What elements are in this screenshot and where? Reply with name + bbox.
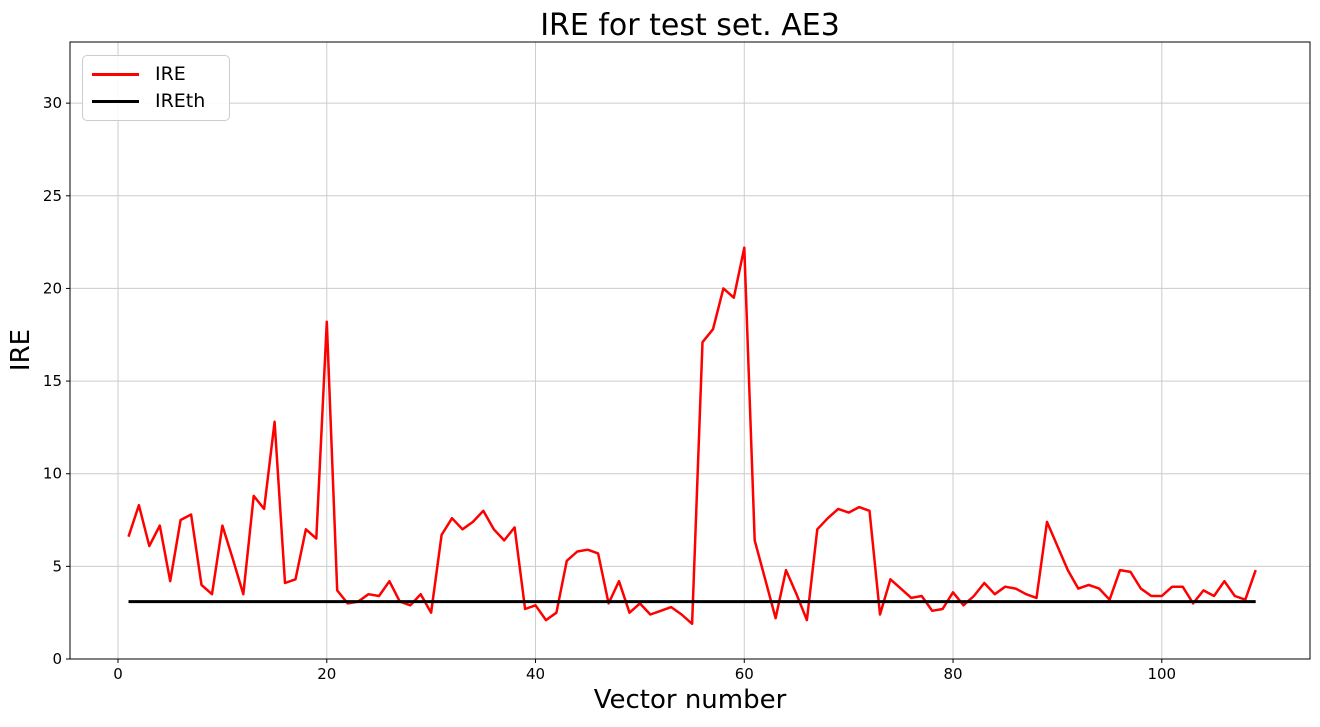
legend-item-ireth: IREth (92, 92, 229, 111)
plot-border (69, 41, 1311, 660)
y-tick-label: 15 (43, 372, 62, 390)
y-tick-label: 10 (43, 465, 62, 483)
x-tick-label: 60 (735, 665, 754, 683)
y-axis-label: IRE (6, 328, 36, 372)
ireth-line-swatch (92, 100, 139, 104)
x-axis-label: Vector number (593, 685, 787, 715)
y-tick-label: 30 (43, 94, 62, 112)
chart-title: IRE for test set. AE3 (540, 8, 840, 43)
y-tick-label: 20 (43, 279, 62, 297)
y-tick-label: 5 (52, 557, 62, 575)
x-tick-label: 20 (317, 665, 336, 683)
y-tick-label: 25 (43, 187, 62, 205)
y-tick-label: 0 (52, 650, 62, 668)
legend-item-ire: IRE (92, 62, 229, 85)
ire-line-swatch (92, 72, 139, 76)
x-tick-label: 40 (526, 665, 545, 683)
x-tick-label: 0 (113, 665, 123, 683)
legend-label-ireth: IREth (155, 90, 206, 113)
x-tick-label: 80 (943, 665, 962, 683)
legend-label-ire: IRE (155, 62, 186, 85)
x-tick-label: 100 (1147, 665, 1176, 683)
ire-line (127, 246, 1257, 626)
legend: IRE IREth (82, 55, 230, 121)
